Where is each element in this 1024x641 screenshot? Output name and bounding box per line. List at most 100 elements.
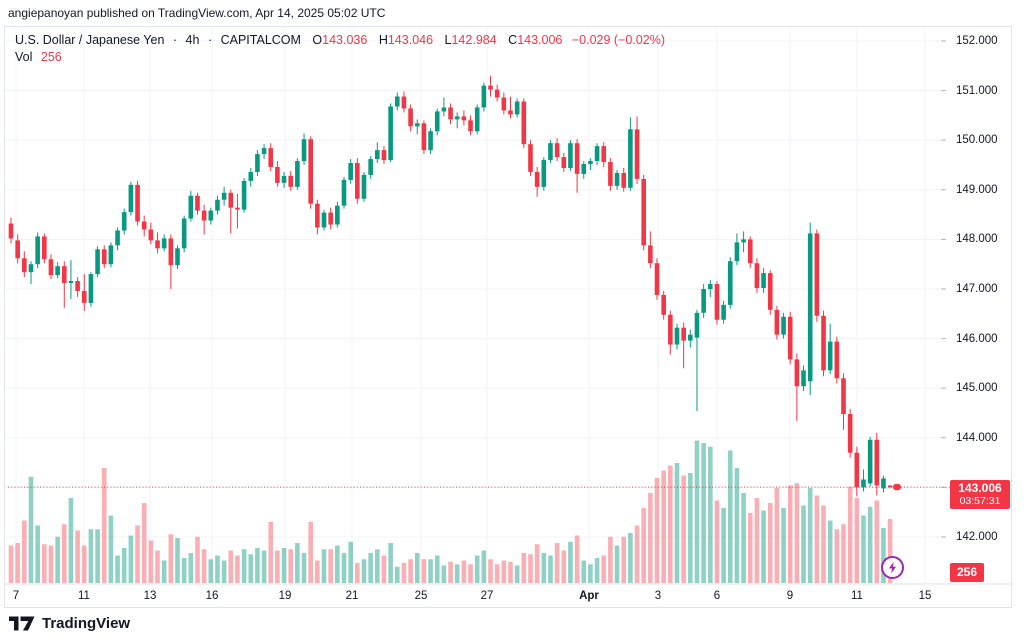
volume-bar bbox=[554, 543, 560, 583]
last-price-badge: 143.006 03:57:31 bbox=[950, 480, 1010, 509]
tradingview-logo-icon[interactable] bbox=[9, 614, 35, 633]
volume-bar bbox=[375, 549, 380, 583]
price-axis-label: 146.000 bbox=[956, 332, 998, 345]
candle-body bbox=[847, 413, 853, 453]
volume-bar bbox=[48, 545, 54, 583]
candle-body bbox=[634, 129, 640, 179]
volume-bar bbox=[714, 500, 720, 583]
candle-body bbox=[28, 264, 34, 273]
candle-body bbox=[548, 143, 553, 161]
candle-body bbox=[767, 273, 773, 310]
volume-bar bbox=[268, 521, 274, 583]
candle-body bbox=[341, 179, 347, 206]
candle-body bbox=[581, 164, 587, 174]
volume-bar bbox=[588, 564, 593, 583]
candle-body bbox=[454, 116, 460, 120]
price-axis-label: 142.000 bbox=[956, 531, 998, 543]
candle-body bbox=[368, 159, 373, 175]
volume-bar bbox=[408, 559, 413, 583]
flash-ideas-button[interactable] bbox=[881, 556, 904, 579]
volume-bar bbox=[68, 498, 74, 583]
volume-bar bbox=[468, 564, 473, 583]
volume-bar bbox=[135, 525, 140, 583]
volume-bar bbox=[661, 470, 666, 583]
volume-bar bbox=[81, 545, 87, 583]
volume-bar bbox=[248, 554, 254, 583]
volume-bar bbox=[341, 553, 347, 583]
time-axis-label: 11 bbox=[851, 590, 863, 602]
volume-bar bbox=[295, 543, 300, 583]
volume-bar bbox=[315, 560, 320, 583]
bar-countdown: 03:57:31 bbox=[959, 495, 1001, 507]
volume-bar bbox=[35, 525, 40, 583]
candle-body bbox=[135, 184, 140, 222]
volume-bar bbox=[861, 515, 866, 583]
time-axis-label: 9 bbox=[786, 590, 794, 602]
volume-bar bbox=[641, 508, 646, 583]
volume-bar bbox=[208, 559, 214, 583]
volume-bar bbox=[601, 555, 607, 583]
price-axis-label: 150.000 bbox=[956, 134, 998, 147]
symbol-title[interactable]: U.S. Dollar / Japanese Yen bbox=[15, 33, 165, 47]
volume-bar bbox=[121, 548, 127, 583]
volume-bar bbox=[241, 549, 247, 583]
volume-bar bbox=[827, 520, 833, 583]
volume-bar bbox=[288, 549, 294, 583]
candle-body bbox=[208, 210, 214, 221]
volume-bar bbox=[508, 561, 513, 583]
volume-bar bbox=[727, 450, 733, 583]
low-label: L bbox=[444, 33, 452, 47]
candle-body bbox=[315, 203, 320, 228]
volume-bar bbox=[261, 550, 267, 583]
time-axis-label: 15 bbox=[918, 590, 932, 602]
volume-bar bbox=[175, 538, 180, 583]
candle-body bbox=[355, 163, 360, 199]
candle-body bbox=[328, 212, 333, 225]
candle-body bbox=[255, 154, 260, 172]
candle-body bbox=[514, 101, 520, 115]
candle-body bbox=[335, 205, 340, 225]
candle-body bbox=[654, 263, 660, 295]
candle-body bbox=[261, 148, 267, 155]
candle-body bbox=[614, 172, 620, 186]
volume-bar bbox=[215, 555, 220, 583]
candle-body bbox=[688, 334, 693, 341]
candle-body bbox=[308, 139, 313, 204]
candle-body bbox=[421, 123, 427, 151]
volume-bar bbox=[434, 555, 440, 583]
price-axis-label: 145.000 bbox=[956, 382, 998, 395]
volume-bar bbox=[854, 498, 860, 583]
candle-body bbox=[88, 274, 94, 303]
volume-bar bbox=[188, 553, 194, 583]
candle-body bbox=[195, 195, 200, 211]
volume-bar bbox=[581, 560, 587, 583]
interval-label[interactable]: 4h bbox=[185, 33, 200, 47]
volume-bar bbox=[15, 543, 20, 583]
candle-body bbox=[408, 108, 413, 127]
candle-body bbox=[874, 439, 880, 486]
candle-body bbox=[394, 96, 400, 107]
candle-body bbox=[175, 248, 180, 266]
attribution-text: angiepanoyan published on TradingView.co… bbox=[8, 6, 386, 20]
candle-body bbox=[181, 218, 187, 249]
volume-bar bbox=[421, 559, 427, 583]
volume-bar bbox=[634, 525, 640, 583]
volume-bar bbox=[708, 446, 713, 583]
volume-bar bbox=[881, 528, 886, 583]
candle-body bbox=[787, 316, 793, 360]
open-value: 143.036 bbox=[322, 33, 368, 47]
candle-body bbox=[621, 172, 627, 188]
volume-bar bbox=[541, 553, 547, 583]
candle-body bbox=[601, 146, 607, 163]
volume-bar bbox=[774, 488, 780, 583]
volume-bar bbox=[28, 476, 34, 583]
candle-body bbox=[168, 238, 174, 266]
candle-body bbox=[861, 479, 866, 488]
candle-body bbox=[494, 89, 500, 98]
time-axis-label: 21 bbox=[345, 590, 359, 602]
high-value: 143.046 bbox=[387, 33, 434, 47]
tradingview-logo-text[interactable]: TradingView bbox=[42, 615, 131, 632]
candle-body bbox=[668, 314, 673, 345]
change-value: −0.029 (−0.02%) bbox=[571, 33, 665, 47]
